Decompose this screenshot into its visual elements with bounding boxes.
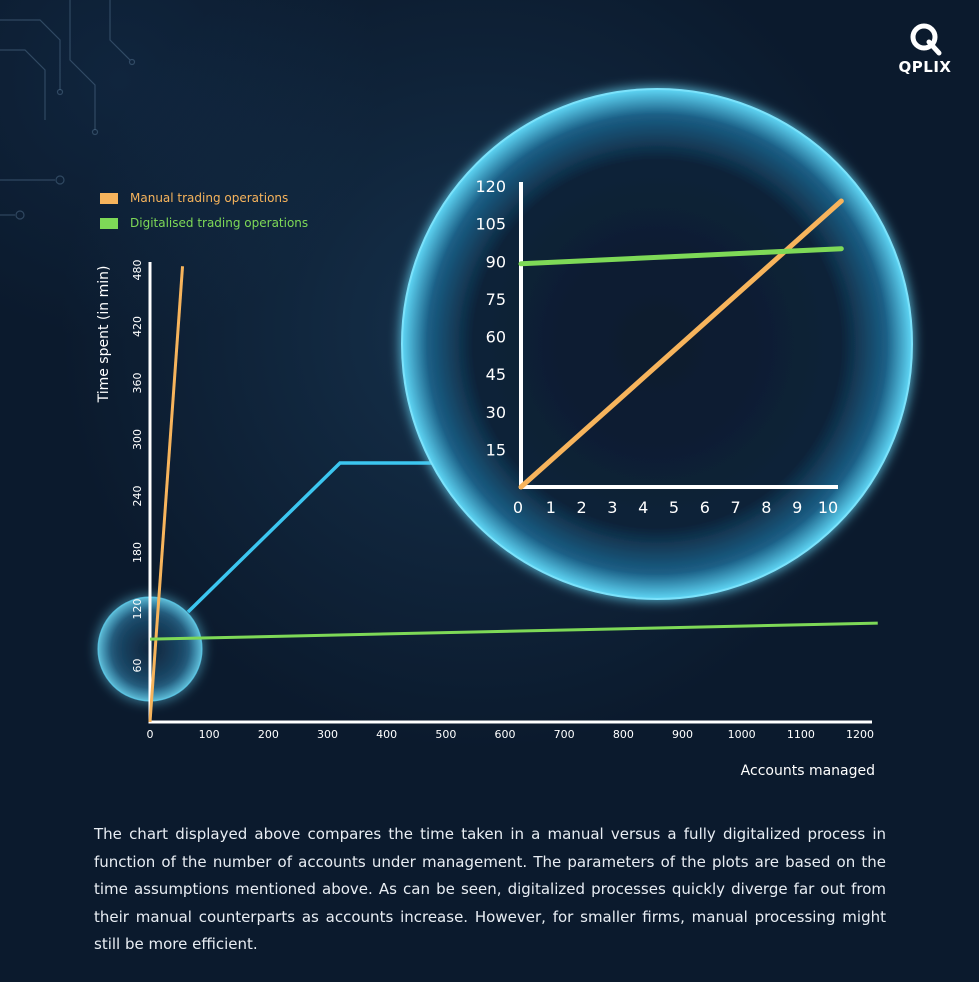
- chart-legend: Manual trading operations Digitalised tr…: [100, 190, 308, 240]
- inset-y-tick-label: 15: [486, 440, 506, 459]
- y-axis-label: Time spent (in min): [96, 266, 112, 404]
- x-tick-label: 300: [317, 728, 338, 741]
- y-tick-label: 360: [131, 373, 144, 394]
- main-chart: 0 100 200 300 400 500 600 700 800 900 1000 1100 1200…: [96, 260, 878, 779]
- inset-y-tick-label: 90: [486, 252, 506, 271]
- qplix-logo: QPLIX: [895, 22, 955, 76]
- inset-y-tick-label: 105: [475, 215, 506, 234]
- legend-label-digital: Digitalised trading operations: [130, 216, 309, 230]
- x-tick-label: 200: [258, 728, 279, 741]
- x-tick-label: 500: [435, 728, 456, 741]
- legend-label-manual: Manual trading operations: [130, 191, 289, 205]
- inset-x-tick-label: 0: [513, 498, 523, 517]
- inset-series-line-digital: [518, 246, 844, 267]
- circuit-decoration: [0, 0, 136, 220]
- y-tick-label: 420: [131, 316, 144, 337]
- logo-text: QPLIX: [898, 58, 952, 76]
- y-tick-label: 180: [131, 542, 144, 563]
- y-tick-label: 60: [131, 659, 144, 673]
- legend-item-manual: Manual trading operations: [100, 190, 308, 206]
- inset-x-tick-label: 1: [546, 498, 556, 517]
- inset-x-tick-label: 3: [607, 498, 617, 517]
- inset-y-tick-label: 30: [486, 403, 506, 422]
- inset-y-tick-label: 45: [486, 365, 506, 384]
- x-axis-label: Accounts managed: [741, 763, 875, 779]
- x-tick-label: 700: [554, 728, 575, 741]
- x-tick-label: 900: [672, 728, 693, 741]
- chart-caption: The chart displayed above compares the t…: [94, 825, 886, 953]
- inset-x-tick-label: 9: [792, 498, 802, 517]
- x-tick-label: 100: [199, 728, 220, 741]
- series-line-digital: [149, 621, 878, 641]
- y-tick-label: 480: [131, 260, 144, 281]
- inset-x-tick-label: 7: [731, 498, 741, 517]
- inset-x-tick-label: 6: [700, 498, 710, 517]
- inset-x-tick-label: 4: [638, 498, 648, 517]
- zoom-connector-line: [186, 461, 440, 614]
- x-tick-label: 800: [613, 728, 634, 741]
- legend-swatch-digital: [100, 217, 118, 229]
- inset-x-tick-label: 8: [761, 498, 771, 517]
- y-tick-label: 300: [131, 429, 144, 450]
- inset-x-tick-label: 5: [669, 498, 679, 517]
- large-zoom-lens: [401, 88, 913, 600]
- x-tick-label: 400: [376, 728, 397, 741]
- legend-item-digital: Digitalised trading operations: [100, 215, 308, 231]
- x-tick-label: 0: [147, 728, 154, 741]
- x-tick-label: 1000: [728, 728, 756, 741]
- y-tick-label: 240: [131, 486, 144, 507]
- x-tick-label: 600: [495, 728, 516, 741]
- inset-x-tick-label: 2: [577, 498, 587, 517]
- inset-y-tick-label: 60: [486, 328, 506, 347]
- x-tick-label: 1100: [787, 728, 815, 741]
- legend-swatch-manual: [100, 192, 118, 204]
- inset-x-tick-label: 10: [818, 498, 838, 517]
- inset-y-tick-label: 120: [475, 177, 506, 196]
- inset-series-line-manual: [518, 198, 844, 490]
- inset-y-tick-label: 75: [486, 290, 506, 309]
- qplix-q-icon: [910, 23, 942, 56]
- series-line-manual: [148, 266, 185, 723]
- y-tick-label: 120: [131, 599, 144, 620]
- x-tick-label: 1200: [846, 728, 874, 741]
